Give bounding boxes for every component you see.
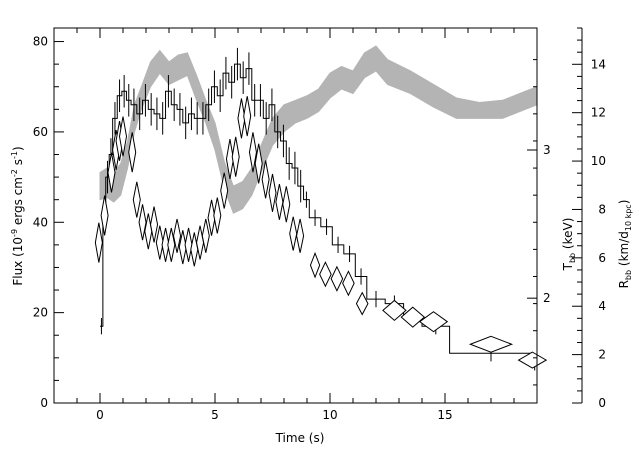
radius-diamond [213, 197, 222, 234]
radius-diamond [155, 225, 164, 260]
radius-diamond [248, 132, 257, 173]
radius-diamond [261, 160, 270, 199]
radius-tick-label: 6 [598, 251, 606, 265]
x-tick-label: 10 [322, 408, 337, 422]
radius-diamond [201, 218, 210, 253]
radius-diamond [190, 232, 199, 267]
flux-histogram-series [100, 47, 537, 371]
y-axis-title-flux: Flux (10-9 ergs cm-2 s-1) [10, 146, 25, 285]
radius-diamond [289, 216, 298, 251]
flux-histogram-line [100, 63, 537, 363]
radius-diamond [237, 98, 246, 139]
y-axis-title-radius: Rbb (km/d10 kpc) [617, 200, 633, 289]
radius-diamond [231, 136, 240, 177]
radius-diamond [243, 96, 252, 137]
radius-diamond [342, 270, 355, 297]
radius-diamond [254, 143, 263, 184]
radius-diamond [128, 132, 137, 173]
radius-diamond [161, 227, 170, 262]
radius-diamond [118, 116, 128, 157]
radius-tick-label: 10 [591, 154, 606, 168]
radius-diamond [178, 230, 187, 265]
radius-diamond-series [94, 96, 548, 369]
radius-diamond [100, 195, 109, 236]
radius-diamond [382, 299, 407, 321]
plot-frame [53, 27, 538, 404]
radius-diamond [468, 335, 514, 353]
radius-diamond [196, 225, 205, 260]
x-tick-label: 15 [437, 408, 452, 422]
y-axis-title-temperature: Tbb (keV) [561, 218, 577, 272]
temperature-band-series [99, 45, 538, 214]
radius-diamond [517, 351, 548, 369]
x-tick-label: 5 [211, 408, 219, 422]
flux-tick-label: 60 [33, 125, 48, 139]
radius-tick-label: 14 [591, 57, 606, 71]
temperature-tick-label: 2 [543, 291, 551, 305]
radius-diamond [225, 139, 234, 179]
radius-tick-label: 12 [591, 106, 606, 120]
flux-tick-label: 80 [33, 35, 48, 49]
radius-diamond [355, 291, 369, 316]
flux-tick-label: 20 [33, 306, 48, 320]
radius-diamond [150, 206, 159, 243]
radius-diamond [132, 181, 141, 218]
radius-diamond [167, 227, 176, 262]
radius-diamond [418, 311, 449, 333]
x-tick-label: 0 [96, 408, 104, 422]
radius-diamond [275, 183, 284, 220]
radius-diamond [107, 152, 116, 193]
radius-diamond [184, 227, 193, 262]
radius-diamond [220, 172, 229, 209]
radius-diamond [330, 265, 344, 292]
radius-diamond [268, 173, 277, 212]
radius-diamond [400, 306, 426, 328]
radius-diamond [309, 251, 321, 279]
radius-tick-label: 4 [598, 299, 606, 313]
radius-diamond [138, 204, 147, 241]
radius-tick-label: 2 [598, 348, 606, 362]
radius-tick-label: 8 [598, 202, 606, 216]
temperature-tick-label: 3 [543, 143, 551, 157]
radius-diamond [282, 186, 291, 223]
temperature-band [99, 45, 538, 214]
radius-diamond [94, 222, 103, 263]
x-axis-title: Time (s) [275, 431, 325, 445]
radius-diamond [173, 218, 182, 253]
radius-diamond [319, 261, 332, 288]
radius-tick-label: 0 [598, 396, 606, 410]
flux-tick-label: 40 [33, 215, 48, 229]
radius-diamond [296, 218, 305, 253]
axes: 0 5 10 15 0 20 40 60 80 2 3 0 2 4 6 8 10 12 14 [33, 27, 606, 422]
radius-diamond [207, 199, 216, 236]
flux-tick-label: 0 [40, 396, 48, 410]
